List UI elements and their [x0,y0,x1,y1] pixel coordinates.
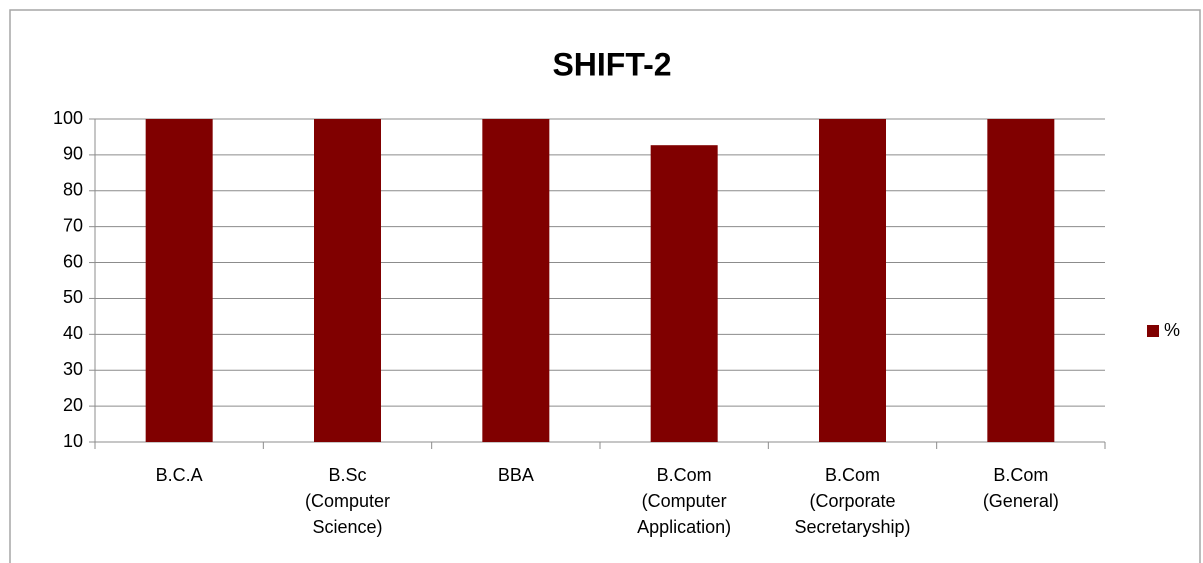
bar [145,119,213,442]
bar [314,119,381,442]
y-tick-label: 60 [63,251,83,271]
x-tick-label: B.Sc (Computer Science) [304,465,391,537]
y-tick-label: 80 [63,180,83,200]
chart-border [9,9,1201,563]
legend-swatch [1147,325,1159,337]
y-tick-label: 90 [63,144,83,164]
y-tick-label: 40 [63,323,83,343]
x-tick-label: BBA [497,465,534,485]
y-tick-label: 20 [63,395,83,415]
y-tick-label: 10 [63,431,83,451]
bar [650,145,718,442]
legend-label: % [1164,320,1180,340]
x-tick-label: B.Com (General) [982,465,1059,511]
x-tick-label: B.Com (Computer Application) [637,465,732,537]
y-tick-label: 50 [63,287,83,307]
y-tick-label: 100 [53,108,83,128]
bar [482,119,550,442]
x-tick-label: B.C.A [155,465,203,485]
y-tick-label: 30 [63,359,83,379]
bar [987,119,1055,442]
y-tick-label: 70 [63,215,83,235]
x-tick-label: B.Com (Corporate Secretaryship) [794,465,911,537]
chart-title: SHIFT-2 [552,46,671,82]
bar [819,119,886,442]
